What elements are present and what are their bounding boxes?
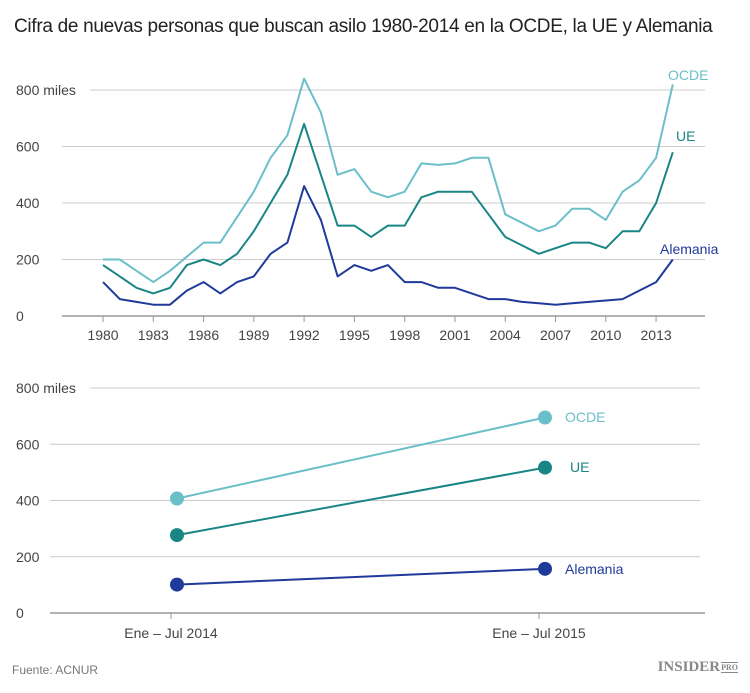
series-label-ue: UE — [570, 459, 589, 475]
series-line-ocde — [176, 416, 546, 500]
x-tick-label: 2010 — [590, 327, 621, 343]
series-label-ocde: OCDE — [668, 67, 708, 83]
y-tick-label: 0 — [16, 605, 24, 621]
source-note: Fuente: ACNUR — [12, 663, 99, 677]
series-line-alemania — [102, 185, 674, 306]
x-tick-label: 2013 — [641, 327, 672, 343]
y-tick-label: 800 miles — [16, 380, 76, 396]
series-label-ue: UE — [676, 128, 695, 144]
series-line-alemania — [176, 567, 546, 586]
x-tick-label: 1995 — [339, 327, 370, 343]
x-tick-label: 1980 — [87, 327, 118, 343]
y-tick-label: 400 — [16, 195, 40, 211]
y-tick-label: 600 — [16, 139, 40, 155]
data-point-alemania — [538, 561, 552, 576]
x-tick-label: 1998 — [389, 327, 420, 343]
x-tick-label: 2004 — [490, 327, 521, 343]
x-tick-label: 1986 — [188, 327, 219, 343]
series-label-ocde: OCDE — [565, 409, 605, 425]
series-line-ue — [176, 466, 546, 537]
series-line-ue — [102, 122, 674, 295]
y-tick-label: 0 — [16, 308, 24, 324]
data-point-ocde — [538, 410, 552, 425]
x-tick-label: Ene – Jul 2014 — [124, 625, 218, 641]
y-tick-label: 800 miles — [16, 82, 76, 98]
data-point-ue — [170, 528, 184, 543]
series-line-ocde — [103, 77, 674, 284]
y-tick-label: 200 — [16, 252, 40, 268]
x-tick-label: Ene – Jul 2015 — [492, 625, 586, 641]
data-point-alemania — [170, 577, 184, 592]
x-tick-label: 1992 — [289, 327, 320, 343]
x-tick-label: 1989 — [238, 327, 269, 343]
series-label-alemania: Alemania — [660, 241, 719, 257]
data-point-ue — [538, 460, 552, 475]
logo-suffix: PRO — [721, 662, 738, 674]
y-tick-label: 400 — [16, 493, 40, 509]
x-tick-label: 2001 — [439, 327, 470, 343]
x-tick-label: 1983 — [138, 327, 169, 343]
y-tick-label: 200 — [16, 549, 40, 565]
series-label-alemania: Alemania — [565, 561, 624, 577]
x-tick-label: 2007 — [540, 327, 571, 343]
insider-pro-logo: INSIDERPRO — [658, 659, 738, 676]
y-tick-label: 600 — [16, 436, 40, 452]
data-point-ocde — [170, 491, 184, 506]
logo-text: INSIDER — [657, 659, 721, 675]
chart-title: Cifra de nuevas personas que buscan asil… — [14, 16, 713, 37]
